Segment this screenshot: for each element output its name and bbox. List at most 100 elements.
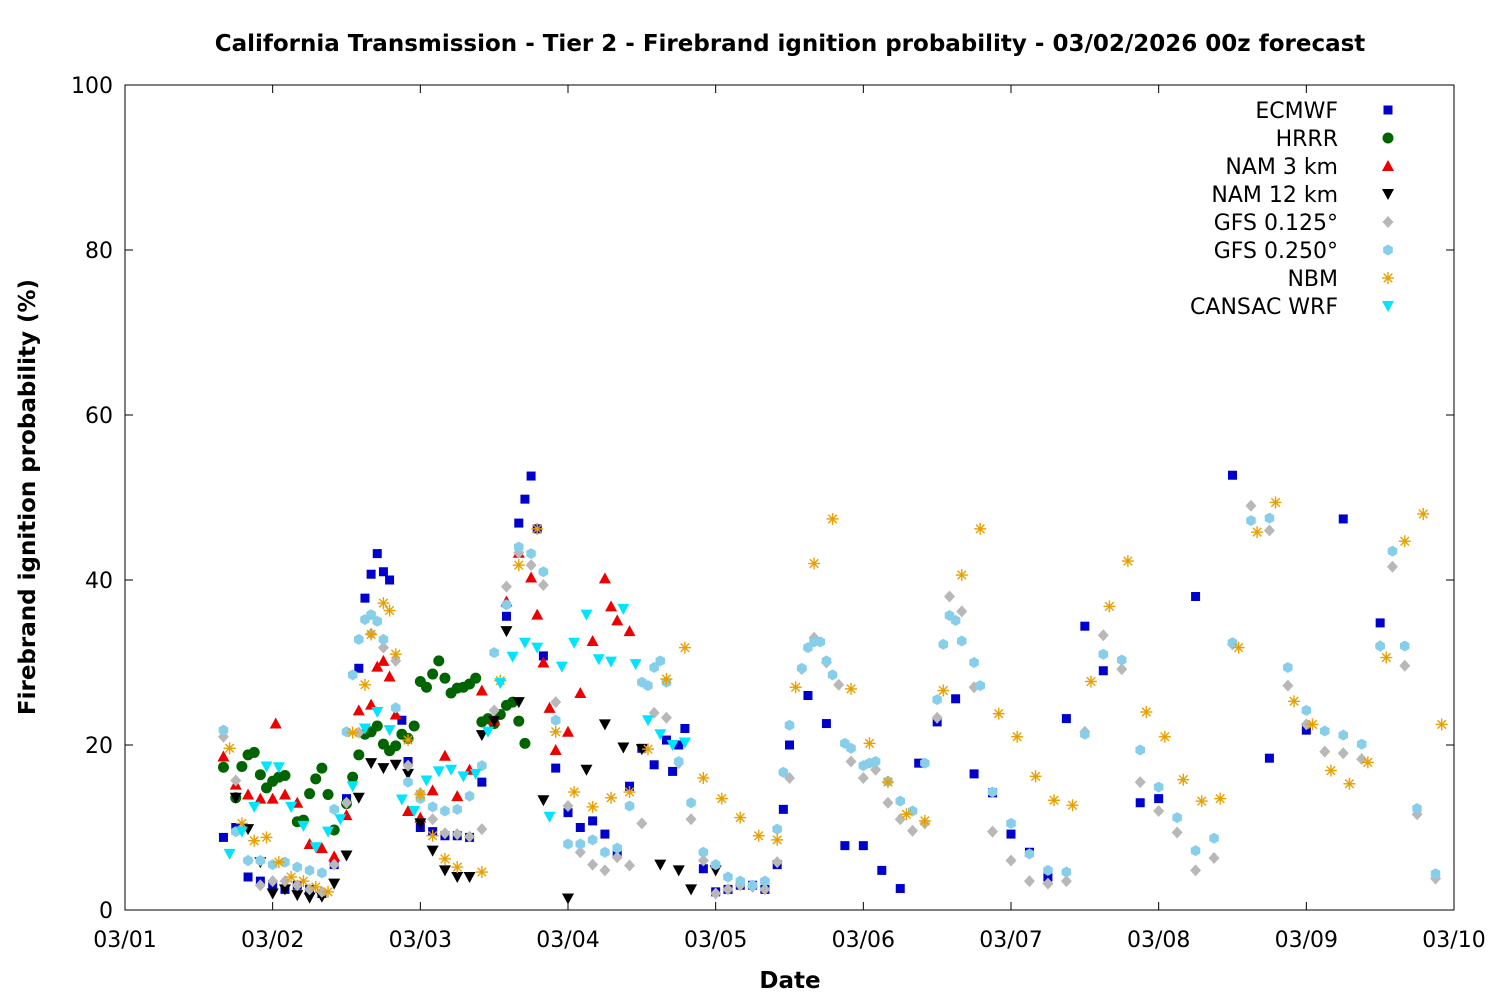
data-point <box>531 608 544 620</box>
data-point <box>488 716 501 728</box>
data-point <box>1023 875 1035 888</box>
data-point <box>674 756 684 767</box>
data-point <box>309 880 322 893</box>
data-point <box>341 796 352 809</box>
data-point <box>475 730 488 742</box>
x-tick-label: 03/04 <box>536 928 599 953</box>
data-point <box>1380 651 1393 664</box>
legend-label: NAM 12 km <box>1211 183 1338 208</box>
data-point <box>1006 829 1016 839</box>
data-point <box>654 859 667 871</box>
data-point <box>1398 535 1411 548</box>
data-point <box>340 850 353 862</box>
data-point <box>1153 805 1165 817</box>
data-point <box>1283 662 1293 673</box>
data-point <box>248 746 260 758</box>
data-point <box>464 790 475 802</box>
x-tick-label: 03/03 <box>389 928 452 953</box>
data-point <box>378 633 389 645</box>
data-point <box>278 884 291 896</box>
x-tick-label: 03/01 <box>93 928 156 953</box>
data-point <box>272 762 285 774</box>
data-point <box>568 637 581 649</box>
data-point <box>402 768 415 780</box>
data-point <box>230 774 242 787</box>
x-tick-label: 03/02 <box>241 928 304 953</box>
data-point <box>1337 747 1349 760</box>
data-point <box>623 625 636 637</box>
data-point <box>451 790 464 802</box>
data-point <box>352 704 365 716</box>
data-point <box>525 559 537 572</box>
data-point <box>1430 868 1441 880</box>
data-point <box>322 885 335 898</box>
data-point <box>243 855 253 866</box>
data-point <box>512 697 525 709</box>
data-point <box>477 760 487 772</box>
data-point <box>395 794 408 806</box>
data-point <box>420 681 432 693</box>
series-cansac-wrf <box>223 603 691 860</box>
data-point <box>514 518 524 528</box>
data-point <box>1121 555 1134 568</box>
data-point <box>649 662 659 673</box>
data-point <box>371 660 384 672</box>
data-point <box>1412 803 1422 814</box>
data-point <box>611 851 623 864</box>
data-point <box>1190 864 1202 877</box>
data-point <box>1029 770 1042 783</box>
data-point <box>242 788 255 800</box>
data-point <box>943 590 955 603</box>
data-point <box>316 762 328 774</box>
data-point <box>537 578 549 591</box>
data-point <box>366 609 376 621</box>
data-point <box>371 720 383 732</box>
data-point <box>303 892 316 904</box>
data-point <box>863 737 876 750</box>
data-point <box>408 806 421 817</box>
data-point <box>697 854 709 867</box>
data-point <box>358 678 371 691</box>
data-point <box>1386 560 1398 573</box>
data-point <box>322 826 335 838</box>
data-point <box>580 609 593 621</box>
data-point <box>402 759 414 772</box>
data-point <box>366 569 376 579</box>
data-point <box>538 566 549 578</box>
data-point <box>1084 675 1097 688</box>
data-point <box>1080 621 1090 631</box>
data-point <box>846 742 856 754</box>
data-point <box>562 893 574 905</box>
data-point <box>808 557 821 570</box>
data-point <box>1251 526 1264 539</box>
data-point <box>334 814 347 826</box>
data-point <box>1320 725 1330 737</box>
x-tick-label: 03/07 <box>979 928 1042 953</box>
data-point <box>403 776 413 788</box>
data-point <box>217 761 229 773</box>
data-point <box>518 637 531 649</box>
data-point <box>563 838 573 850</box>
data-point <box>1177 773 1190 786</box>
data-point <box>1195 795 1208 808</box>
data-point <box>414 788 427 801</box>
data-point <box>870 756 881 767</box>
data-point <box>260 831 273 844</box>
y-tick-label: 40 <box>85 569 113 594</box>
data-point <box>1061 714 1071 724</box>
legend-label: NBM <box>1287 267 1338 292</box>
data-point <box>358 723 371 735</box>
data-point <box>710 859 721 871</box>
data-point <box>235 817 248 830</box>
data-point <box>685 884 698 896</box>
data-point <box>1135 744 1145 756</box>
data-point <box>475 866 488 879</box>
data-point <box>470 672 482 684</box>
data-point <box>686 797 696 809</box>
data-point <box>661 735 671 745</box>
data-point <box>255 855 266 866</box>
data-point <box>525 571 538 583</box>
data-point <box>353 749 365 761</box>
legend: ECMWF HRRR NAM 3 km NAM 12 km GFS 0.125° GFS … <box>1190 99 1394 320</box>
